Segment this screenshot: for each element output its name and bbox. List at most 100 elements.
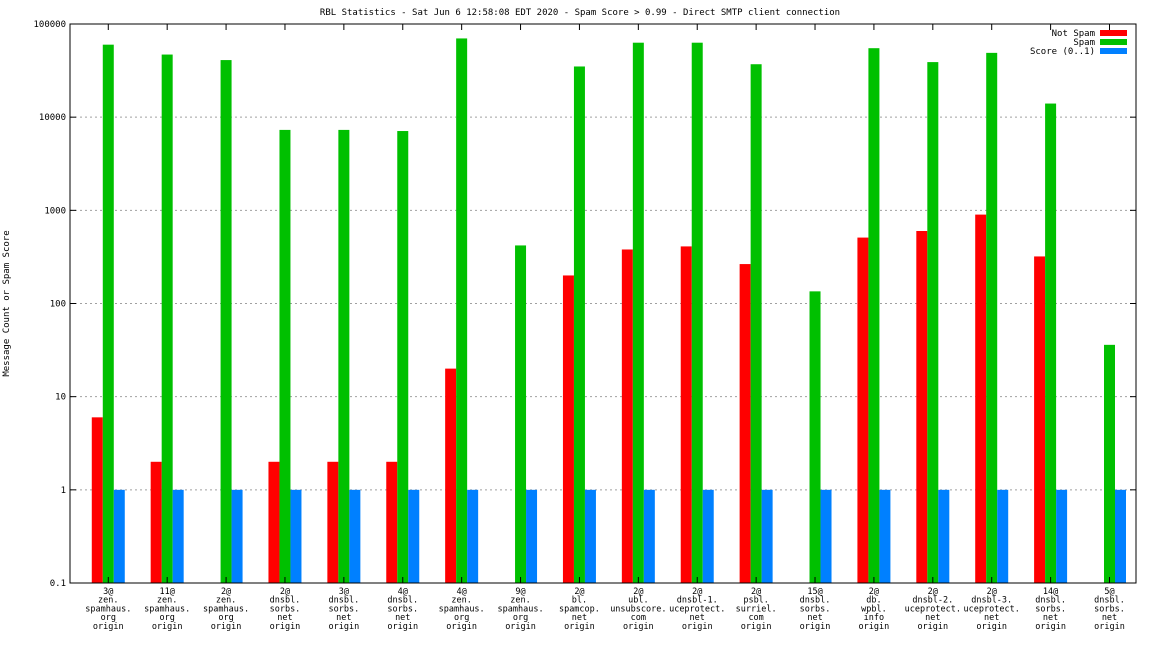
bar-score: [702, 489, 714, 583]
x-tick-label: net: [807, 613, 822, 623]
x-tick-label: sorbs.: [329, 604, 360, 614]
legend-label: Spam: [1073, 38, 1095, 48]
x-tick-label: wpbl.: [861, 604, 887, 614]
plot-frame: [69, 23, 1137, 584]
bar-not-spam: [91, 417, 103, 583]
bar-score: [643, 489, 655, 583]
x-tick-label: com: [631, 613, 646, 623]
x-tick-label: 4@: [457, 587, 467, 597]
bar-score: [290, 489, 302, 583]
x-tick-label: origin: [1035, 622, 1066, 632]
x-tick-label: net: [925, 613, 940, 623]
x-tick-label: unsubscore.: [610, 604, 666, 614]
x-tick-label: dnsbl-1.: [677, 596, 718, 606]
y-axis-label: Message Count or Spam Score: [2, 230, 12, 376]
bar-score: [349, 489, 361, 583]
y-tick-label: 100000: [33, 20, 66, 30]
x-tick-label: spamcop.: [559, 604, 600, 614]
x-tick-label: net: [1043, 613, 1058, 623]
x-tick-label: origin: [270, 622, 301, 632]
x-tick-label: spamhaus.: [144, 604, 190, 614]
bar-score: [879, 489, 891, 583]
x-tick-label: spamhaus.: [85, 604, 131, 614]
x-tick-label: dnsbl-2.: [912, 596, 953, 606]
bar-score: [820, 489, 832, 583]
x-tick-label: sorbs.: [1094, 604, 1125, 614]
x-tick-label: 2@: [869, 587, 879, 597]
x-tick-label: sorbs.: [270, 604, 301, 614]
legend-label: Not Spam: [1052, 29, 1095, 39]
y-tick-label: 10: [55, 393, 66, 403]
x-tick-label: origin: [1094, 622, 1125, 632]
chart-title: RBL Statistics - Sat Jun 6 12:58:08 EDT …: [320, 8, 840, 18]
x-tick-label: 14@: [1043, 587, 1058, 597]
bar-spam: [102, 44, 114, 584]
x-tick-label: zen.: [451, 596, 471, 606]
x-tick-label: uceprotect.: [905, 604, 961, 614]
x-tick-label: 2@: [987, 587, 997, 597]
x-tick-label: origin: [564, 622, 595, 632]
bar-score: [467, 489, 479, 583]
bar-score: [172, 489, 184, 583]
x-tick-label: zen.: [157, 596, 177, 606]
bar-not-spam: [327, 461, 339, 583]
x-tick-label: surriel.: [736, 604, 777, 614]
legend-label: Score (0..1): [1030, 47, 1095, 57]
x-tick-label: org: [454, 613, 469, 623]
x-tick-label: 2@: [280, 587, 290, 597]
x-tick-label: net: [277, 613, 292, 623]
bar-score: [997, 489, 1009, 583]
bar-score: [761, 489, 773, 583]
x-tick-label: origin: [211, 622, 242, 632]
x-tick-label: net: [395, 613, 410, 623]
x-tick-label: zen.: [510, 596, 530, 606]
bar-spam: [868, 48, 880, 584]
x-tick-label: 5@: [1104, 587, 1114, 597]
bar-not-spam: [1034, 256, 1046, 583]
x-tick-label: origin: [976, 622, 1007, 632]
x-tick-label: org: [218, 613, 233, 623]
x-tick-label: 2@: [751, 587, 761, 597]
x-tick-label: 3@: [339, 587, 349, 597]
x-tick-label: ubl.: [628, 596, 648, 606]
x-tick-label: db.: [866, 596, 881, 606]
bars: [91, 38, 1126, 584]
x-tick-label: 2@: [633, 587, 643, 597]
x-tick-label: sorbs.: [387, 604, 418, 614]
bar-spam: [279, 129, 291, 583]
bar-score: [526, 489, 538, 583]
bar-not-spam: [150, 461, 162, 583]
x-tick-label: zen.: [216, 596, 236, 606]
x-tick-label: origin: [682, 622, 713, 632]
x-tick-label: dnsbl.: [387, 596, 418, 606]
bar-not-spam: [857, 237, 869, 583]
x-tick-label: net: [572, 613, 587, 623]
x-tick-label: sorbs.: [1035, 604, 1066, 614]
x-tick-label: origin: [741, 622, 772, 632]
bar-not-spam: [975, 214, 987, 583]
x-tick-label: origin: [329, 622, 360, 632]
bar-spam: [632, 42, 644, 584]
x-tick-label: origin: [387, 622, 418, 632]
y-tick-label: 10000: [39, 113, 66, 123]
x-tick-label: origin: [859, 622, 890, 632]
x-tick-label: net: [984, 613, 999, 623]
bar-score: [938, 489, 950, 583]
y-tick-label: 0.1: [50, 579, 66, 589]
x-tick-label: info: [864, 613, 884, 623]
x-tick-label: org: [513, 613, 528, 623]
x-tick-label: origin: [93, 622, 124, 632]
x-tick-label: 4@: [398, 587, 408, 597]
x-tick-label: dnsbl-3.: [971, 596, 1012, 606]
x-tick-label: 3@: [103, 587, 113, 597]
x-tick-label: 2@: [928, 587, 938, 597]
x-tick-label: 2@: [692, 587, 702, 597]
x-tick-label: zen.: [98, 596, 118, 606]
bar-not-spam: [680, 246, 692, 583]
x-tick-label: origin: [800, 622, 831, 632]
x-tick-label: sorbs.: [800, 604, 831, 614]
x-tick-label: origin: [623, 622, 654, 632]
x-tick-label: bl.: [572, 596, 587, 606]
